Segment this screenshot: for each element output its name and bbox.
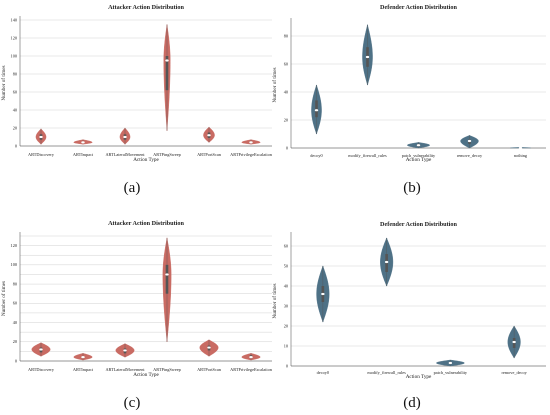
x-tick-label: decoy0 <box>310 153 322 158</box>
violin-median <box>39 348 43 351</box>
y-tick-label: 60 <box>284 243 288 248</box>
chart-title: Defender Action Distribution <box>380 4 457 11</box>
violin-median <box>416 144 421 147</box>
x-tick-label: ARTDiscovery <box>28 152 55 157</box>
chart-panel: Attacker Action Distribution 0 20 40 60 80 100… <box>0 4 273 196</box>
violin-median <box>207 346 211 349</box>
violin-median <box>249 356 253 359</box>
x-tick-label: ARTPortScan <box>197 152 222 157</box>
y-tick-label: 60 <box>13 89 17 94</box>
x-tick-label: ARTPortScan <box>197 367 222 372</box>
violin-median <box>321 292 325 296</box>
violin-box <box>315 100 318 118</box>
violin-median <box>81 141 85 144</box>
x-tick-label: modify_firewall_rules <box>367 370 406 375</box>
y-tick-label: 0 <box>15 143 17 148</box>
violin-median <box>365 55 370 59</box>
y-tick-label: 120 <box>11 35 17 40</box>
y-tick-label: 40 <box>13 107 17 112</box>
violin-median <box>249 141 253 144</box>
y-tick-label: 20 <box>284 117 288 122</box>
panel-caption: (a) <box>124 180 141 196</box>
x-axis-label: Action Type <box>406 374 432 380</box>
x-tick-label: patch_vulnerability <box>434 370 468 375</box>
x-tick-label: ARTPrivilegeEscalation <box>230 152 273 157</box>
violin-median <box>81 356 85 359</box>
y-tick-label: 60 <box>13 301 17 306</box>
x-tick-label: decoy0 <box>317 370 329 375</box>
chart-title: Defender Action Distribution <box>380 221 457 228</box>
violin-median <box>123 349 127 352</box>
x-tick-label: ARTLateralMovement <box>105 152 145 157</box>
x-tick-label: patch_vulnerability <box>402 153 436 158</box>
violin-median <box>39 135 43 139</box>
x-tick-label: ARTPingSweep <box>153 367 181 372</box>
x-tick-label: remove_decoy <box>457 153 483 158</box>
x-tick-label: remove_decoy <box>501 370 527 375</box>
violin-median <box>384 260 389 264</box>
x-tick-label: ARTDiscovery <box>28 367 55 372</box>
y-tick-label: 20 <box>284 323 288 328</box>
violin-median <box>448 361 453 365</box>
panel-caption: (d) <box>403 395 421 411</box>
y-tick-label: 80 <box>13 71 17 76</box>
y-axis-label: Number of times <box>0 281 7 316</box>
chart-title: Attacker Action Distribution <box>108 220 184 227</box>
chart-panel: Defender Action Distribution 0 20 40 60 80 Num… <box>271 4 546 196</box>
y-tick-label: 100 <box>11 262 17 267</box>
y-tick-label: 50 <box>284 263 288 268</box>
y-tick-label: 10 <box>284 343 288 348</box>
y-tick-label: 80 <box>284 33 288 38</box>
violin-median <box>165 59 169 62</box>
y-tick-label: 120 <box>11 243 17 248</box>
x-tick-label: ARTImpact <box>73 367 94 372</box>
y-tick-label: 20 <box>13 339 17 344</box>
y-tick-label: 80 <box>13 281 17 286</box>
y-tick-label: 0 <box>286 145 288 150</box>
panel-caption: (c) <box>124 395 141 411</box>
panel-caption: (b) <box>403 180 421 196</box>
y-tick-label: 140 <box>11 17 17 22</box>
violin-box <box>165 264 169 294</box>
y-tick-label: 40 <box>13 320 17 325</box>
violin-median <box>518 146 523 150</box>
y-tick-label: 0 <box>286 363 288 368</box>
y-axis-label: Number of times <box>271 67 278 102</box>
y-axis-label: Number of times <box>271 283 278 318</box>
y-tick-label: 0 <box>15 358 17 363</box>
x-tick-label: ARTImpact <box>73 152 94 157</box>
x-tick-label: ARTLateralMovement <box>105 367 145 372</box>
x-tick-label: ARTPrivilegeEscalation <box>230 367 273 372</box>
chart-panel: Defender Action Distribution 0 10 20 30 40 50 6… <box>271 221 546 411</box>
x-tick-label: modify_firewall_rules <box>348 153 387 158</box>
y-axis-label: Number of times <box>0 65 7 100</box>
chart-title: Attacker Action Distribution <box>108 4 184 11</box>
violin-box <box>165 56 169 91</box>
x-tick-label: ARTPingSweep <box>153 152 181 157</box>
violin-median <box>467 139 472 143</box>
x-tick-label: nothing <box>514 153 528 158</box>
y-tick-label: 60 <box>284 61 288 66</box>
x-axis-label: Action Type <box>133 157 159 163</box>
y-tick-label: 40 <box>284 283 288 288</box>
y-tick-label: 30 <box>284 303 288 308</box>
y-tick-label: 20 <box>13 125 17 130</box>
violin-median <box>314 109 319 112</box>
y-tick-label: 40 <box>284 89 288 94</box>
violin-median <box>123 135 127 139</box>
violin-median <box>165 273 169 276</box>
violin-median <box>207 134 211 137</box>
chart-panel: Attacker Action Distribution 0 20 40 60 80 100… <box>0 220 273 411</box>
x-axis-label: Action Type <box>133 372 159 378</box>
y-tick-label: 100 <box>11 53 17 58</box>
violin-median <box>512 340 516 344</box>
x-axis-label: Action Type <box>406 157 432 163</box>
